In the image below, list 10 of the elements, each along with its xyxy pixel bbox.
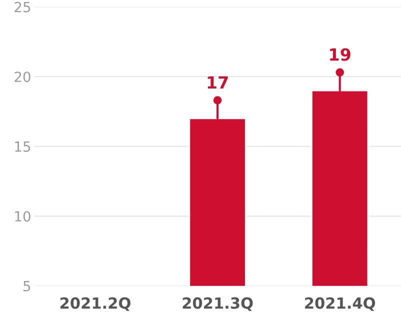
data-label: 19: [330, 48, 350, 61]
x-tick-label: 2021.2Q: [60, 297, 130, 311]
data-label: 17: [208, 76, 228, 88]
x-tick-label: 2021.4Q: [305, 297, 376, 311]
y-tick-label: 10: [15, 211, 30, 222]
y-tick-label: 25: [14, 2, 30, 12]
y-tick-label: 20: [14, 72, 30, 82]
y-tick-label: 5: [24, 281, 30, 292]
x-tick-label: 2021.3Q: [182, 297, 253, 311]
y-tick-label: 15: [15, 142, 30, 152]
